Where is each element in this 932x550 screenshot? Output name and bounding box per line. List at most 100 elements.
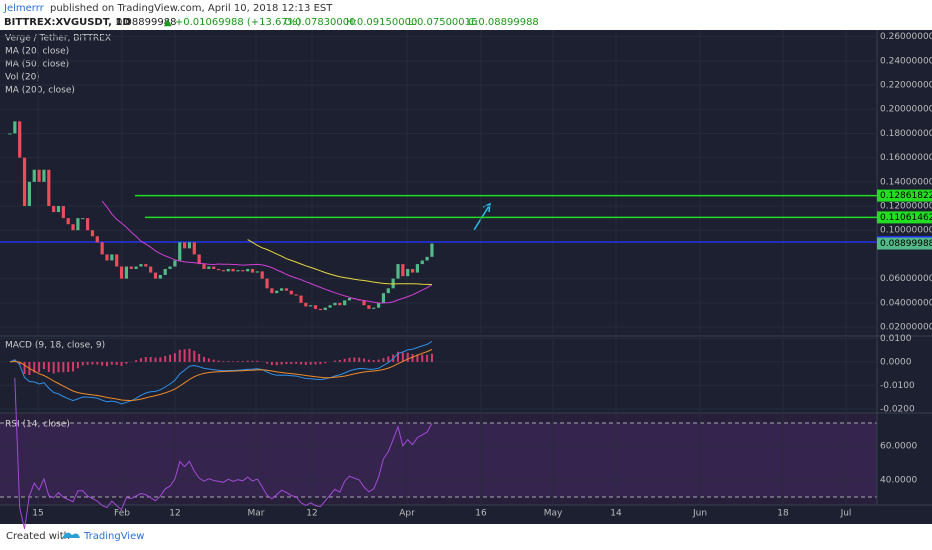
- macd-hist: [62, 361, 65, 373]
- macd-hist: [33, 361, 36, 373]
- legend-vol: Vol (20): [5, 73, 40, 83]
- macd-hist: [47, 361, 50, 373]
- macd-hist: [406, 352, 409, 362]
- candle: [250, 268, 255, 273]
- candle: [270, 288, 274, 294]
- macd-hist: [275, 361, 278, 366]
- y-tick-label: 0.16000000: [880, 153, 932, 163]
- candle: [95, 236, 99, 243]
- macd-hist: [241, 361, 244, 362]
- candle: [42, 169, 46, 182]
- macd-hist: [106, 361, 108, 367]
- macd-hist: [295, 361, 298, 364]
- candle: [430, 243, 434, 257]
- macd-hist: [236, 361, 239, 362]
- y-tick-label: 0.02000000: [880, 323, 932, 333]
- candle: [197, 254, 201, 265]
- legend-ma20: MA (20, close): [5, 47, 69, 57]
- y-tick-label: 0.06000000: [880, 274, 932, 284]
- macd-hist: [198, 353, 201, 362]
- macd-hist: [38, 361, 41, 373]
- candle: [144, 264, 148, 267]
- ohlc-high: H:0.09150000: [346, 17, 417, 28]
- macd-hist: [309, 361, 312, 365]
- candle: [236, 270, 240, 272]
- candle: [226, 268, 230, 272]
- macd-hist: [333, 360, 336, 362]
- macd-hist: [251, 360, 254, 362]
- macd-hist: [324, 361, 327, 364]
- macd-hist: [290, 361, 293, 365]
- candle: [347, 297, 352, 301]
- macd-hist: [358, 357, 361, 362]
- macd-hist: [314, 361, 317, 365]
- macd-hist: [110, 361, 113, 365]
- candle: [309, 305, 313, 307]
- candle: [13, 121, 17, 134]
- candle: [207, 266, 211, 269]
- x-tick-label: 12: [306, 509, 317, 519]
- macd-hist: [348, 357, 351, 362]
- macd-hist: [188, 348, 191, 362]
- candle: [134, 266, 138, 269]
- candle: [299, 295, 303, 303]
- candle: [338, 302, 342, 306]
- candle: [333, 302, 337, 306]
- macd-hist: [86, 361, 89, 365]
- candle: [22, 157, 27, 207]
- macd-hist: [173, 353, 176, 362]
- y-tick-label: 0.22000000: [880, 81, 932, 91]
- candle: [129, 266, 133, 269]
- x-tick-label: Mar: [248, 509, 265, 519]
- candle: [280, 288, 284, 291]
- x-tick-label: 14: [610, 509, 622, 519]
- rsi-title: RSI (14, close): [5, 420, 70, 430]
- y-tick-label: 0.24000000: [880, 56, 932, 66]
- macd-hist: [52, 361, 55, 374]
- x-tick-label: 16: [475, 509, 487, 519]
- macd-hist: [343, 358, 346, 362]
- macd-hist: [183, 349, 186, 362]
- macd-line: [9, 340, 433, 405]
- macd-hist: [270, 361, 273, 366]
- candle: [149, 266, 153, 273]
- macd-hist: [101, 361, 104, 366]
- macd-hist: [387, 356, 390, 362]
- candle: [86, 218, 90, 231]
- y-tick-label: -0.0200: [880, 404, 915, 414]
- rsi-band: [0, 423, 877, 497]
- macd-hist: [169, 354, 172, 362]
- macd-hist: [72, 361, 75, 372]
- y-tick-label: 0.10000000: [880, 226, 932, 236]
- macd-hist: [193, 350, 196, 362]
- candle: [90, 230, 95, 237]
- candle: [192, 242, 196, 255]
- x-tick-label: 18: [777, 509, 789, 519]
- macd-hist: [149, 357, 152, 362]
- y-tick-label: 40.0000: [880, 475, 917, 485]
- footer-brand[interactable]: TradingView: [83, 531, 144, 542]
- candle: [367, 305, 371, 309]
- macd-hist: [96, 361, 99, 365]
- candle: [202, 264, 206, 269]
- macd-hist: [154, 357, 157, 362]
- macd-hist: [139, 358, 142, 362]
- y-tick-label: 60.0000: [880, 441, 917, 451]
- candle: [183, 242, 187, 249]
- candle: [32, 169, 36, 182]
- candle: [173, 260, 177, 267]
- candle: [396, 264, 400, 279]
- candle: [328, 305, 332, 308]
- x-tick-label: 12: [169, 509, 180, 519]
- macd-hist: [125, 361, 128, 364]
- y-tick-label: 0.0100: [880, 334, 912, 344]
- change: ▲ +0.01069988 (+13.67%): [164, 17, 301, 28]
- macd-hist: [416, 354, 419, 362]
- macd-hist: [178, 349, 181, 362]
- published: published on TradingView.com, April 10, …: [50, 3, 333, 14]
- macd-hist: [338, 360, 341, 362]
- author[interactable]: Jelmerrr: [3, 3, 45, 14]
- macd-hist: [246, 360, 249, 362]
- level-label: 0.11061462: [880, 213, 932, 223]
